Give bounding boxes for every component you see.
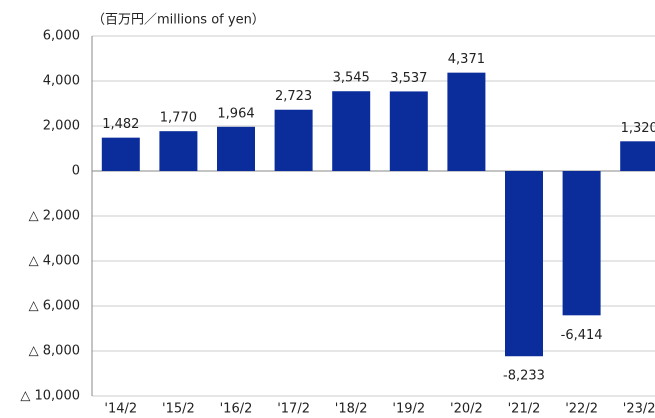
unit-label: （百万円／millions of yen） [92, 13, 265, 28]
bar [217, 126, 255, 171]
y-tick-label: 2,000 [43, 119, 80, 134]
value-label: -6,414 [561, 328, 603, 343]
value-label: 2,723 [275, 89, 312, 104]
bar [562, 171, 601, 316]
value-label: 3,537 [390, 71, 427, 86]
y-tick-label: △ 10,000 [20, 389, 80, 404]
y-tick-label: 6,000 [43, 29, 80, 44]
x-tick-label: '19/2 [392, 402, 425, 417]
bar [389, 91, 428, 171]
x-tick-label: '15/2 [162, 402, 195, 417]
x-tick-label: '20/2 [450, 402, 483, 417]
bar [274, 109, 313, 171]
value-label: 1,482 [102, 117, 139, 132]
bar [447, 72, 486, 171]
bar [505, 171, 543, 357]
value-label: 1,770 [160, 111, 197, 126]
bar [620, 141, 655, 171]
y-tick-label: △ 4,000 [29, 254, 80, 269]
x-tick-label: '17/2 [277, 402, 310, 417]
value-label: -8,233 [503, 369, 545, 384]
value-label: 3,545 [333, 71, 370, 86]
x-tick-label: '22/2 [565, 402, 598, 417]
x-tick-label: '21/2 [508, 402, 541, 417]
bar [101, 137, 140, 171]
bar [159, 131, 198, 171]
x-tick-label: '14/2 [104, 402, 137, 417]
y-tick-label: △ 6,000 [29, 299, 80, 314]
x-tick-label: '16/2 [220, 402, 253, 417]
y-tick-label: 4,000 [43, 74, 80, 89]
y-tick-label: 0 [72, 164, 80, 179]
y-tick-label: △ 8,000 [29, 344, 80, 359]
x-tick-label: '18/2 [335, 402, 368, 417]
value-label: 1,320 [621, 121, 655, 136]
y-tick-label: △ 2,000 [29, 209, 80, 224]
bar [332, 91, 371, 171]
value-label: 4,371 [448, 52, 485, 67]
x-tick-label: '23/2 [623, 402, 655, 417]
value-label: 1,964 [217, 106, 254, 121]
